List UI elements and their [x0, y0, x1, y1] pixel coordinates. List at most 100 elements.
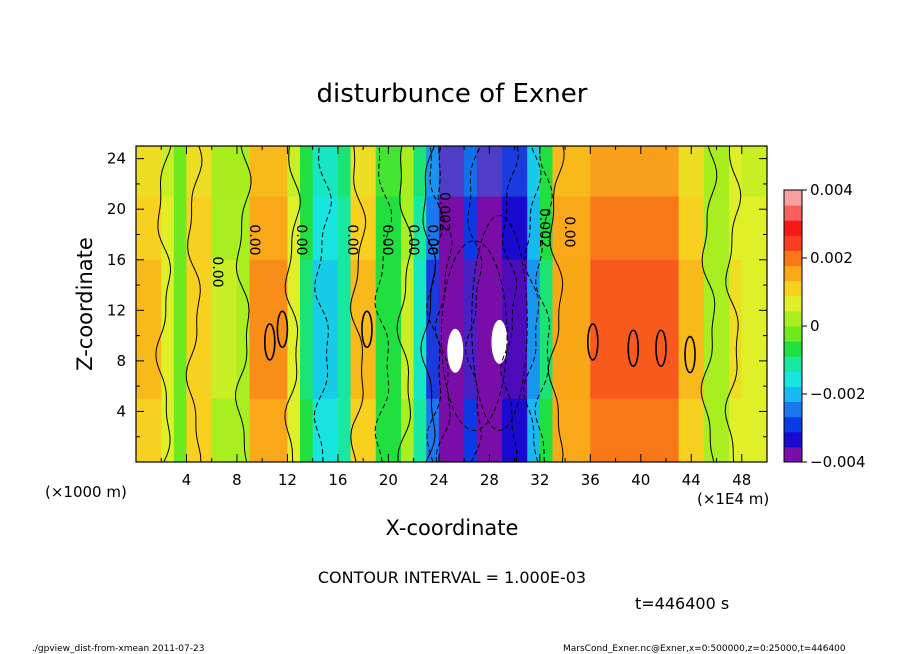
- colorbar-ticks: 0.004 0.002 0 −0.002 −0.004: [802, 181, 866, 471]
- plot-frame: [135, 145, 768, 463]
- footer-left: ./gpview_dist-from-xmean 2011-07-23: [32, 644, 204, 654]
- contour-dashed-5: [523, 146, 542, 462]
- contour-label-layer: 0.000.00 0.00 0.00 0.00 0.00 0.000.002 0.002 0.…: [209, 192, 577, 288]
- field-band-core-20: [527, 259, 541, 399]
- contour-solid-2: [235, 146, 252, 462]
- field-band-core-16: [438, 259, 465, 399]
- contour-solid-4: [350, 146, 367, 462]
- colorbar-swatch-8: [784, 326, 802, 342]
- x-tick-label-0: 4: [182, 471, 192, 489]
- field-band-core-21: [539, 259, 554, 399]
- field-band-top-13: [401, 146, 415, 197]
- contour-label-9: 0.00: [561, 216, 577, 247]
- colorbar-swatch-5: [784, 371, 802, 387]
- contour-loop-1: [276, 310, 289, 349]
- y-axis-label: Z-coordinate: [73, 237, 97, 371]
- colorbar-tick-label-2: 0: [810, 317, 820, 335]
- y-tick-label-0: 4: [116, 402, 126, 420]
- contour-dashed-6: [534, 146, 553, 462]
- contour-solid-5: [396, 146, 413, 462]
- y-tick-label-3: 16: [107, 251, 126, 269]
- colorbar-swatch-0: [784, 446, 802, 463]
- x-axis-label: X-coordinate: [386, 516, 519, 540]
- contour-loop-5: [655, 329, 667, 368]
- field-band-top-12: [375, 146, 402, 197]
- field-band-top-3: [186, 146, 213, 197]
- colorbar-swatch-17: [784, 190, 802, 206]
- extreme-minimum-1: [491, 319, 508, 364]
- field-band-top-9: [312, 146, 339, 197]
- contour-solid-8: [700, 146, 718, 462]
- field-band-top-4: [211, 146, 238, 197]
- x-tick-label-3: 16: [328, 471, 347, 489]
- x-tick-label-9: 40: [631, 471, 650, 489]
- y-tick-label-1: 8: [116, 352, 126, 370]
- x-tick-label-11: 48: [732, 471, 751, 489]
- colorbar-swatch-15: [784, 220, 802, 236]
- field-band-core-1: [161, 259, 175, 399]
- contour-label-5: 0.00: [405, 224, 421, 255]
- contour-closed-0: [440, 240, 508, 431]
- contour-dashed-1: [426, 146, 445, 462]
- colorbar-swatch-11: [784, 280, 802, 297]
- y-tick-label-5: 24: [107, 150, 126, 168]
- colorbar-swatch-12: [784, 265, 802, 282]
- contour-solid-1: [185, 146, 203, 462]
- field-band-top-6: [249, 146, 289, 197]
- field-band-top-2: [173, 146, 188, 197]
- field-band-core-4: [211, 259, 238, 399]
- colorbar-swatch-2: [784, 416, 802, 433]
- contour-solid-9: [724, 146, 742, 462]
- field-band-top-1: [161, 146, 175, 197]
- colorbar-swatch-6: [784, 356, 802, 372]
- field-band-core-2: [173, 259, 188, 399]
- colorbar-swatch-4: [784, 386, 802, 403]
- field-band-core-6: [249, 259, 289, 399]
- field-band-core-7: [287, 259, 301, 399]
- x-unit-left: (×1000 m): [45, 483, 127, 501]
- field-band-top-19: [501, 146, 528, 197]
- contour-loop-4: [627, 329, 640, 368]
- x-tick-label-4: 20: [379, 471, 398, 489]
- colorbar-swatch-7: [784, 341, 802, 357]
- colorbar-tick-label-0: 0.004: [810, 181, 853, 199]
- contour-solid-7: [547, 146, 565, 462]
- contour-solid-3: [284, 146, 301, 462]
- field-band-top-7: [287, 146, 301, 197]
- contour-closed-1: [471, 215, 528, 431]
- x-tick-label-10: 44: [682, 471, 701, 489]
- contour-loop-0: [263, 323, 276, 361]
- field-band-core-23: [590, 259, 680, 399]
- x-tick-label-6: 28: [480, 471, 499, 489]
- x-unit-right: (×1E4 m): [697, 490, 769, 508]
- field-band-top-24: [678, 146, 705, 197]
- field-band-top-22: [552, 146, 591, 197]
- colorbar-swatch-1: [784, 431, 802, 448]
- field-band-core-24: [678, 259, 705, 399]
- field-band-top-27: [741, 146, 767, 197]
- x-tick-label-8: 36: [581, 471, 600, 489]
- colorbar-tick-label-1: 0.002: [810, 249, 853, 267]
- x-tick-label-7: 32: [530, 471, 549, 489]
- colorbar-swatch-3: [784, 401, 802, 418]
- colorbar: [784, 190, 802, 463]
- field-band-core-12: [375, 259, 402, 399]
- field-band-top-5: [236, 146, 251, 197]
- x-axis: 4 8 12 16 20 24 28 32 36 40 44 48: [160, 146, 751, 489]
- contour-label-3: 0.00: [344, 224, 360, 255]
- colorbar-swatch-14: [784, 235, 802, 251]
- contour-solid-0: [155, 146, 172, 462]
- footer-right: MarsCond_Exner.nc@Exner,x=0:500000,z=0:2…: [563, 644, 846, 654]
- contour-dashed-7: [374, 146, 393, 462]
- colorbar-tick-label-4: −0.004: [810, 453, 866, 471]
- colorbar-swatch-9: [784, 310, 802, 327]
- field-band-top-0: [136, 146, 162, 197]
- contour-loop-2: [361, 310, 373, 349]
- field-band-top-23: [590, 146, 680, 197]
- contour-label-1: 0.00: [246, 224, 262, 255]
- field-band-core-0: [136, 259, 162, 399]
- field-band-core-9: [312, 259, 339, 399]
- y-axis: 4 8 12 16 20 24: [107, 150, 767, 438]
- colorbar-swatch-13: [784, 250, 802, 267]
